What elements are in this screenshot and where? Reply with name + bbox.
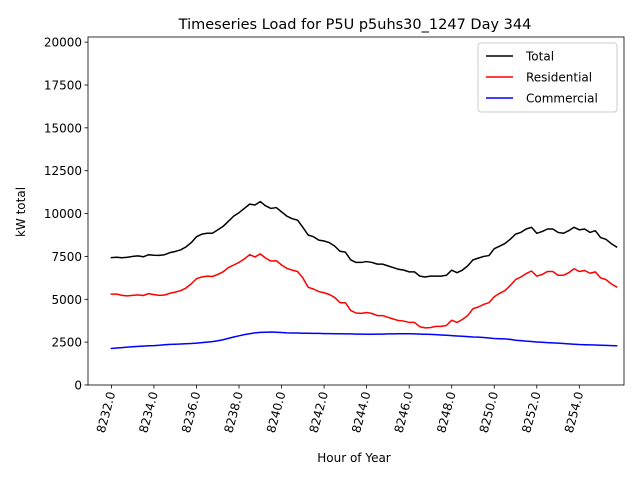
- series-line-residential: [110, 253, 618, 329]
- chart-title: Timeseries Load for P5U p5uhs30_1247 Day…: [178, 17, 532, 33]
- y-tick-label: 12500: [44, 164, 82, 178]
- y-axis-label: kW total: [14, 187, 28, 237]
- y-tick-label: 20000: [44, 36, 82, 50]
- axes-frame: [87, 36, 625, 386]
- x-axis-label: Hour of Year: [317, 451, 391, 465]
- y-tick-label: 5000: [51, 293, 82, 307]
- legend-box: [477, 42, 618, 113]
- y-tick-label: 2500: [51, 336, 82, 350]
- plot-area: [110, 200, 618, 350]
- y-tick-label: 15000: [44, 121, 82, 135]
- y-tick-label: 7500: [51, 250, 82, 264]
- legend-label-commercial: Commercial: [526, 92, 598, 106]
- y-tick-label: 17500: [44, 79, 82, 93]
- legend-label-residential: Residential: [526, 71, 592, 85]
- y-tick-label: 0: [74, 379, 82, 393]
- legend: Total Residential Commercial: [477, 42, 618, 113]
- y-tick-label: 10000: [44, 207, 82, 221]
- series-line-commercial: [110, 331, 618, 350]
- series-line-total: [110, 200, 618, 278]
- legend-label-total: Total: [525, 50, 554, 64]
